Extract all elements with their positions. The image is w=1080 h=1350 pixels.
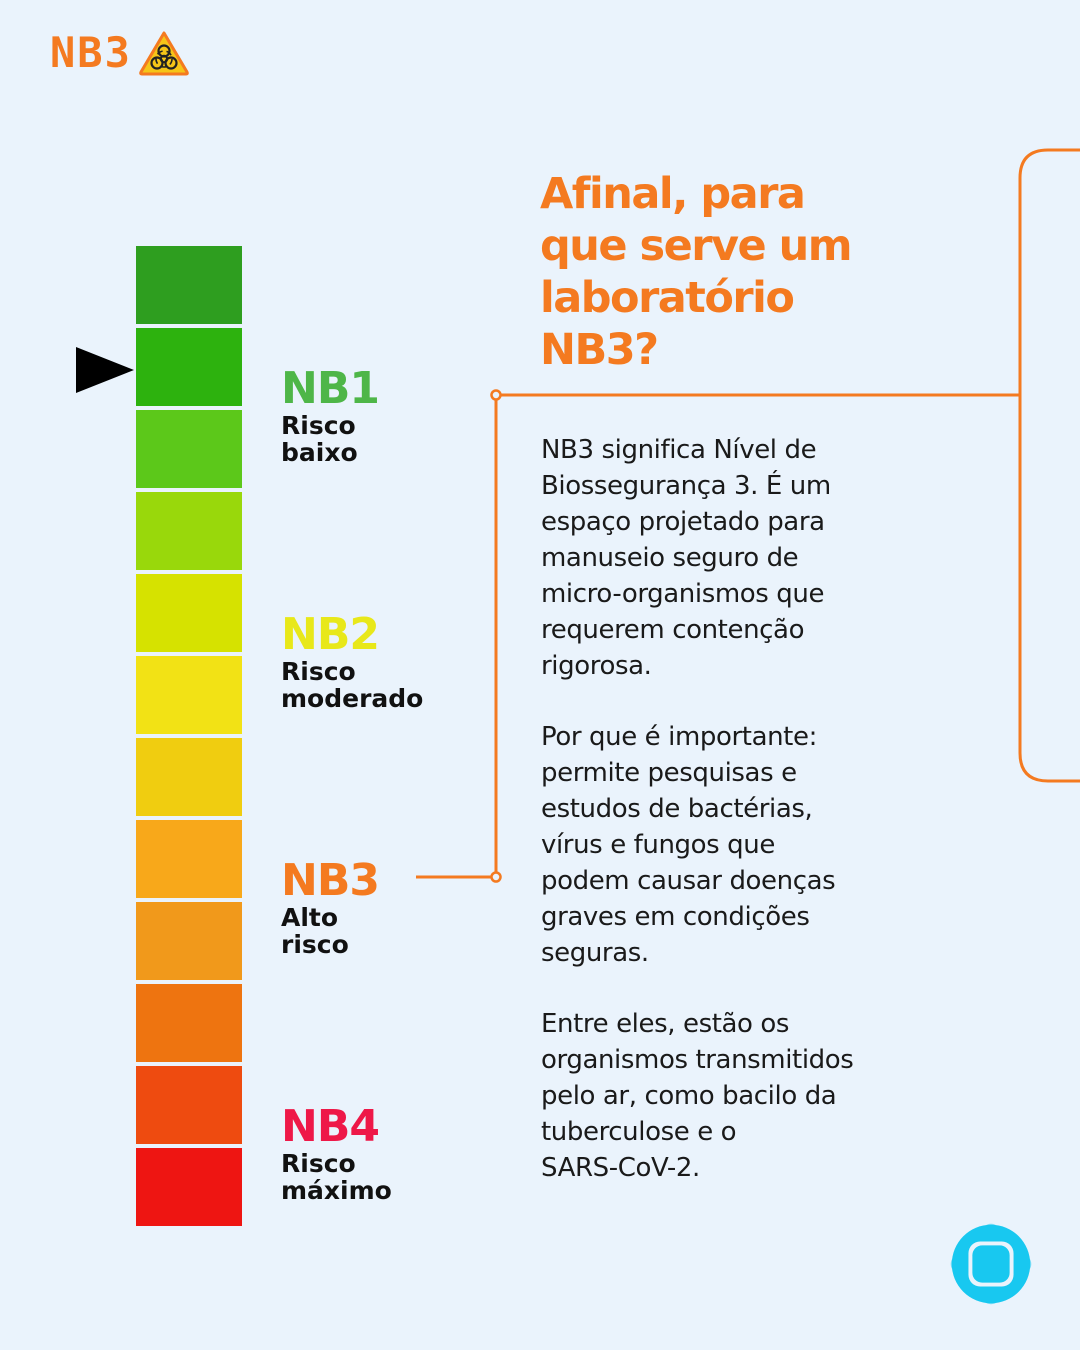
description-block: NB3 significa Nível de Biossegurança 3. …	[541, 432, 921, 1221]
paragraph-importance: Por que é importante: permite pesquisas …	[541, 722, 836, 968]
level-description: Risco moderado	[281, 657, 424, 713]
scale-segment	[136, 902, 242, 980]
scale-segment	[136, 1148, 242, 1226]
biohazard-warning-icon	[139, 31, 189, 76]
scale-segment	[136, 328, 242, 406]
level-nb1: NB1 Risco baixo	[281, 363, 380, 467]
scale-segment	[136, 820, 242, 898]
scale-segment	[136, 656, 242, 734]
level-nb4: NB4 Risco máximo	[281, 1101, 392, 1205]
level-description: Alto risco	[281, 903, 349, 959]
logo-text: NB3	[50, 28, 132, 77]
level-code: NB3	[281, 855, 380, 906]
level-description: Risco máximo	[281, 1149, 392, 1205]
scale-segment	[136, 984, 242, 1062]
page-title: Afinal, para que serve um laboratório NB…	[540, 169, 853, 375]
level-nb2: NB2 Risco moderado	[281, 609, 424, 713]
scale-segment	[136, 738, 242, 816]
scale-segment	[136, 410, 242, 488]
scale-segment	[136, 574, 242, 652]
level-nb3: NB3 Alto risco	[281, 855, 380, 959]
paragraph-examples: Entre eles, estão os organismos transmit…	[541, 1009, 854, 1183]
pointer-arrow-icon	[76, 347, 134, 393]
level-code: NB1	[281, 363, 380, 414]
paragraph-definition: NB3 significa Nível de Biossegurança 3. …	[541, 435, 831, 681]
scale-segment	[136, 492, 242, 570]
brand-logo-icon	[950, 1223, 1032, 1305]
header-logo: NB3	[50, 28, 190, 78]
scale-segment	[136, 246, 242, 324]
level-code: NB4	[281, 1101, 380, 1152]
level-code: NB2	[281, 609, 380, 660]
scale-segment	[136, 1066, 242, 1144]
level-description: Risco baixo	[281, 411, 358, 467]
